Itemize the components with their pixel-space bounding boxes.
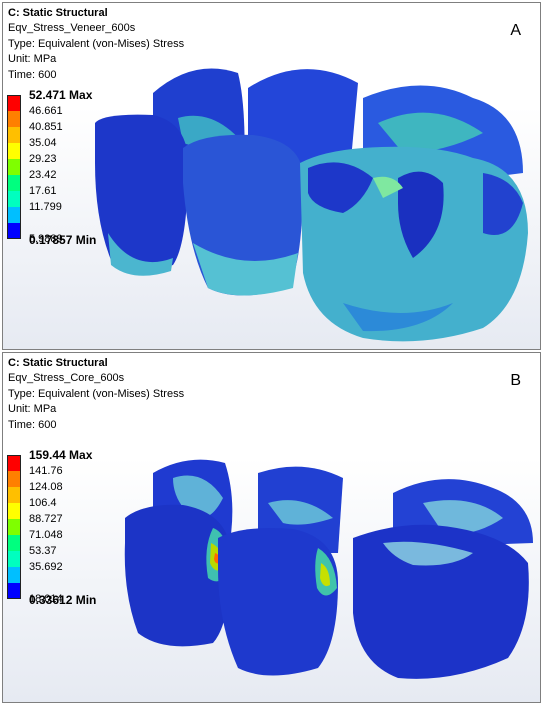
stress-legend: 159.44 Max 141.76 124.08 106.4 88.727 71.048 5… — [7, 448, 123, 607]
result-name: Eqv_Stress_Veneer_600s — [8, 22, 136, 35]
legend-tick-label: 141.76 — [29, 465, 63, 477]
legend-tick-label: 11.799 — [29, 201, 62, 213]
veneer-stress-model — [95, 68, 528, 342]
legend-min-label: 0.33612 Min — [29, 593, 97, 607]
legend-band: 88.727 — [7, 513, 123, 535]
legend-tick-label: 124.08 — [29, 481, 63, 493]
legend-band: 71.048 — [7, 529, 123, 551]
legend-band: 29.23 — [7, 153, 123, 175]
legend-swatch — [7, 111, 21, 127]
legend-tick-label: 88.727 — [29, 513, 63, 525]
result-info: C: Static Structural Eqv_Stress_Core_600… — [8, 356, 184, 433]
panel-label: A — [510, 22, 521, 39]
result-type: Type: Equivalent (von-Mises) Stress — [8, 387, 185, 400]
legend-swatch — [7, 159, 21, 175]
result-view-veneer[interactable]: C: Static Structural Eqv_Stress_Veneer_6… — [2, 2, 541, 350]
result-time: Time: 600 — [8, 418, 57, 431]
legend-tick-label: 40.851 — [29, 121, 63, 133]
legend-band: 35.692 — [7, 561, 123, 583]
legend-swatch — [7, 487, 21, 503]
legend-band: 106.4 — [7, 497, 123, 519]
result-name: Eqv_Stress_Core_600s — [8, 372, 125, 385]
legend-swatch — [7, 503, 21, 519]
legend-swatch — [7, 455, 21, 471]
legend-swatch — [7, 535, 21, 551]
legend-swatch — [7, 95, 21, 111]
legend-min-label: 0.17857 Min — [29, 233, 97, 247]
legend-tick-label: 53.37 — [29, 545, 57, 557]
legend-band: 23.42 — [7, 169, 123, 191]
legend-band: 40.851 — [7, 121, 123, 143]
legend-swatch — [7, 567, 21, 583]
legend-tick-label: 46.661 — [29, 105, 63, 117]
stress-legend: 52.471 Max 46.661 40.851 35.04 29.23 23.42 17.… — [7, 88, 123, 247]
legend-band: 53.37 — [7, 545, 123, 567]
legend-swatch — [7, 207, 21, 223]
result-type: Type: Equivalent (von-Mises) Stress — [8, 37, 185, 50]
legend-swatch — [7, 127, 21, 143]
legend-band: 46.661 — [7, 105, 123, 127]
legend-band: 141.76 — [7, 465, 123, 487]
legend-swatch — [7, 583, 21, 599]
legend-band: 5.9889 0.17857 Min — [7, 223, 123, 247]
legend-tick-label: 18.014 — [29, 593, 63, 605]
legend-tick-label: 5.9889 — [29, 233, 63, 245]
legend-swatch — [7, 191, 21, 207]
core-stress-model — [124, 459, 533, 679]
legend-swatch — [7, 223, 21, 239]
legend-band: 17.61 — [7, 185, 123, 207]
legend-tick-label: 106.4 — [29, 497, 57, 509]
legend-band: 18.014 0.33612 Min — [7, 583, 123, 607]
legend-swatch — [7, 551, 21, 567]
legend-max-label: 52.471 Max — [29, 88, 93, 102]
legend-tick-label: 71.048 — [29, 529, 63, 541]
legend-tick-label: 29.23 — [29, 153, 57, 165]
legend-swatch — [7, 175, 21, 191]
legend-max-label: 159.44 Max — [29, 448, 93, 462]
legend-band: 159.44 Max — [7, 448, 123, 471]
legend-swatch — [7, 143, 21, 159]
result-time: Time: 600 — [8, 68, 57, 81]
panel-label: B — [510, 372, 521, 389]
result-unit: Unit: MPa — [8, 53, 57, 66]
result-info: C: Static Structural Eqv_Stress_Veneer_6… — [8, 6, 184, 83]
legend-swatch — [7, 471, 21, 487]
result-unit: Unit: MPa — [8, 403, 57, 416]
analysis-title: C: Static Structural — [8, 357, 108, 369]
legend-tick-label: 35.04 — [29, 137, 57, 149]
result-view-core[interactable]: C: Static Structural Eqv_Stress_Core_600… — [2, 352, 541, 703]
analysis-title: C: Static Structural — [8, 7, 108, 19]
legend-swatch — [7, 519, 21, 535]
legend-band: 35.04 — [7, 137, 123, 159]
legend-tick-label: 17.61 — [29, 185, 57, 197]
legend-band: 11.799 — [7, 201, 123, 223]
legend-band: 124.08 — [7, 481, 123, 503]
legend-tick-label: 35.692 — [29, 561, 63, 573]
legend-band: 52.471 Max — [7, 88, 123, 111]
legend-tick-label: 23.42 — [29, 169, 57, 181]
